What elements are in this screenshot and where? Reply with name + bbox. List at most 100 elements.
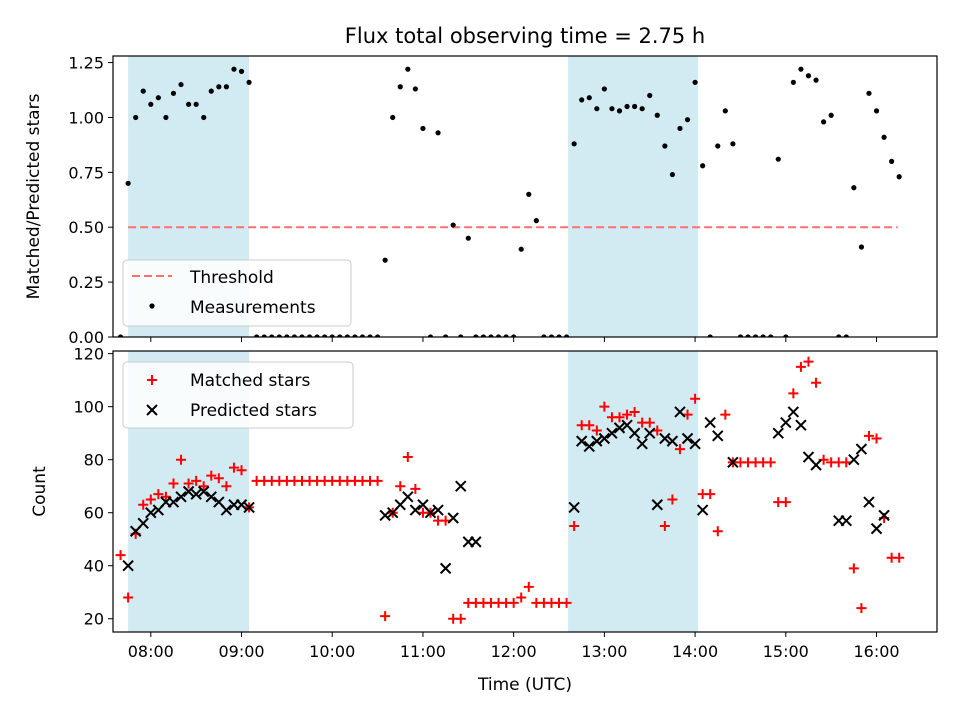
y-tick-label: 0.50 — [68, 218, 104, 237]
data-point — [516, 592, 527, 603]
data-point — [628, 427, 641, 439]
data-point — [380, 611, 391, 622]
data-point — [125, 180, 131, 186]
data-point — [213, 473, 224, 484]
series-predicted-stars — [122, 406, 890, 575]
data-point — [443, 334, 449, 337]
data-point — [848, 563, 859, 574]
data-point — [435, 130, 441, 136]
legend-box — [122, 361, 354, 429]
data-point — [659, 520, 670, 531]
data-point — [813, 77, 819, 83]
legend-box — [122, 259, 352, 327]
data-point — [548, 334, 555, 337]
data-point — [228, 462, 239, 473]
data-point — [684, 117, 691, 123]
data-point — [863, 430, 874, 441]
data-point — [584, 420, 595, 431]
data-point — [221, 481, 232, 492]
data-point — [390, 114, 396, 121]
data-point — [579, 97, 585, 103]
data-point — [841, 457, 852, 468]
legend: Matched stars Predicted stars — [122, 361, 354, 429]
data-point — [644, 417, 655, 428]
data-point — [594, 106, 600, 112]
data-point — [662, 143, 668, 149]
data-point — [455, 480, 467, 492]
data-point — [651, 499, 664, 511]
data-point — [855, 443, 868, 455]
data-point — [455, 613, 466, 624]
data-point — [712, 430, 724, 442]
data-point — [689, 438, 701, 450]
data-point — [533, 218, 539, 224]
data-point — [329, 334, 335, 337]
data-point — [395, 481, 406, 492]
data-point — [624, 103, 630, 110]
data-point — [191, 475, 202, 486]
y-tick-label: 80 — [84, 451, 104, 470]
data-point — [707, 334, 713, 337]
data-point — [235, 499, 248, 511]
x-tick-label: 09:00 — [218, 642, 264, 661]
data-point — [167, 496, 180, 508]
data-point — [666, 435, 679, 447]
data-point — [803, 356, 814, 367]
data-point — [220, 504, 233, 516]
data-point — [696, 504, 709, 516]
axes-frame — [112, 350, 938, 633]
data-point — [168, 478, 179, 489]
data-point — [863, 496, 875, 508]
data-point — [601, 86, 607, 92]
data-point — [811, 377, 822, 388]
data-point — [123, 592, 134, 603]
data-point — [201, 114, 207, 121]
y-tick-label: 1.00 — [68, 108, 104, 127]
plot-area — [117, 56, 902, 337]
x-tick-label: 12:00 — [491, 642, 537, 661]
data-point — [269, 334, 275, 337]
data-point — [840, 514, 852, 527]
data-point — [775, 156, 781, 162]
data-point — [439, 562, 452, 575]
data-point — [636, 438, 648, 450]
data-point — [894, 552, 905, 563]
legend-label: Predicted stars — [190, 401, 317, 421]
y-tick-label: 0.25 — [68, 273, 104, 292]
legend-measurements-swatch — [149, 303, 155, 309]
data-point — [730, 141, 736, 147]
data-point — [647, 92, 653, 99]
bottom-panel: 20 40 60 80 100 120 08:00 09:00 10:00 11:00 12:00 1… — [30, 345, 938, 661]
data-point — [190, 488, 202, 500]
data-point — [745, 334, 751, 337]
x-tick-label: 10:00 — [309, 642, 355, 661]
data-point — [458, 334, 464, 337]
data-point — [614, 412, 625, 423]
data-point — [556, 334, 562, 337]
data-point — [591, 435, 603, 447]
data-point — [117, 334, 124, 337]
data-point — [145, 507, 157, 519]
axes-frame — [112, 55, 938, 338]
data-point — [669, 171, 676, 178]
data-point — [715, 143, 721, 149]
data-point — [599, 401, 610, 412]
legend-label: Matched stars — [190, 371, 310, 391]
data-point — [176, 454, 187, 465]
data-point — [424, 507, 437, 519]
data-point — [155, 95, 161, 101]
data-point — [583, 440, 595, 453]
data-point — [432, 504, 444, 516]
data-point — [622, 409, 633, 420]
data-point — [216, 84, 222, 90]
legend: Threshold Measurements — [122, 259, 352, 327]
data-point — [772, 427, 784, 439]
data-point — [402, 452, 413, 463]
data-point — [752, 334, 759, 337]
data-point — [659, 432, 671, 445]
data-point — [795, 361, 806, 372]
data-point — [737, 334, 744, 337]
data-point — [616, 108, 623, 114]
data-point — [402, 491, 414, 503]
series-measurements — [117, 66, 902, 337]
